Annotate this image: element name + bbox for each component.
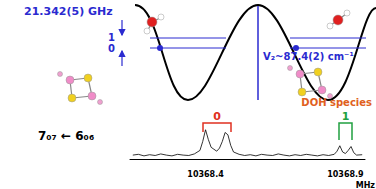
svg-text:MHz: MHz [356, 181, 376, 189]
svg-text:10368.4: 10368.4 [187, 170, 224, 179]
svg-text:DOH species: DOH species [301, 97, 372, 108]
svg-text:0: 0 [108, 43, 115, 54]
svg-text:0: 0 [213, 110, 221, 123]
svg-text:V₂~87.4(2) cm⁻¹: V₂~87.4(2) cm⁻¹ [263, 51, 354, 62]
svg-text:21.342(5) GHz: 21.342(5) GHz [24, 5, 113, 18]
svg-text:7₀₇ ← 6₀₆: 7₀₇ ← 6₀₆ [38, 129, 94, 143]
svg-text:1: 1 [342, 110, 350, 123]
svg-text:10368.9: 10368.9 [327, 170, 364, 179]
svg-text:1: 1 [108, 32, 115, 43]
